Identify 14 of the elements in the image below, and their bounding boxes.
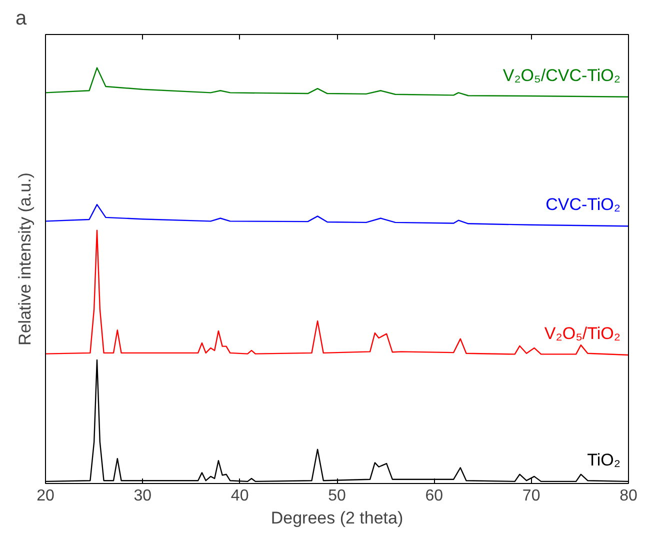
series-label: V₂O₅/CVC-TiO₂	[502, 66, 620, 85]
x-tick-label: 80	[620, 488, 638, 504]
series-label: TiO₂	[587, 450, 621, 470]
x-tick-label: 40	[230, 488, 249, 504]
series-label: V₂O₅/TiO₂	[544, 324, 621, 344]
x-axis-title: Degrees (2 theta)	[270, 508, 404, 528]
series-label: CVC-TiO₂	[546, 195, 620, 214]
x-tick-label: 70	[522, 488, 540, 504]
x-tick-label: 60	[425, 488, 444, 504]
x-tick-label: 20	[36, 488, 54, 504]
x-tick-label: 30	[134, 488, 152, 504]
y-axis-title: Relative intensity (a.u.)	[16, 172, 34, 346]
x-tick-label: 50	[328, 488, 346, 504]
chart-title: a	[16, 8, 28, 30]
